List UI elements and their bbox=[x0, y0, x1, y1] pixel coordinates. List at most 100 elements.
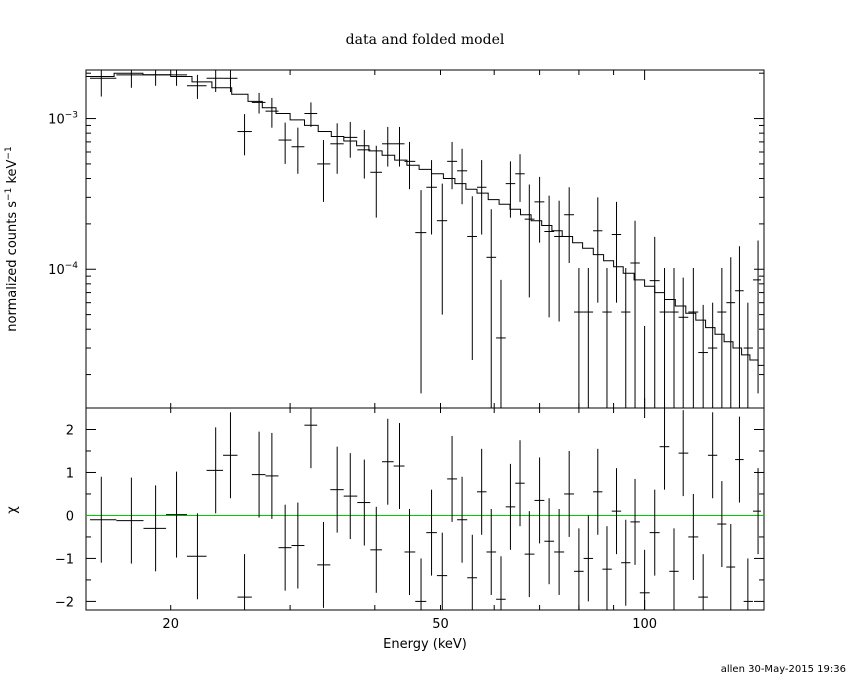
data-point bbox=[343, 121, 358, 158]
data-point bbox=[534, 176, 545, 243]
residual-point bbox=[237, 554, 252, 610]
data-point bbox=[698, 304, 708, 408]
residual-point bbox=[515, 440, 525, 527]
residual-point bbox=[554, 509, 565, 595]
residual-point bbox=[89, 476, 117, 563]
data-point bbox=[393, 126, 405, 167]
data-point bbox=[621, 267, 631, 408]
y-axis-label: normalized counts s−1 keV−1 bbox=[4, 146, 20, 331]
chart-title: data and folded model bbox=[346, 32, 505, 48]
data-point bbox=[457, 148, 468, 205]
top-panel: 10−3 10−4 bbox=[48, 69, 765, 409]
top-panel-frame bbox=[85, 69, 765, 409]
data-point bbox=[436, 183, 448, 315]
data-point bbox=[317, 140, 331, 202]
residual-point bbox=[752, 468, 761, 555]
data-point bbox=[688, 267, 699, 408]
data-point bbox=[330, 123, 344, 174]
data-point bbox=[496, 279, 506, 408]
residual-point bbox=[436, 532, 448, 610]
data-point bbox=[669, 267, 679, 408]
y-tick-label: 10−3 bbox=[48, 111, 78, 128]
residual-point bbox=[457, 476, 468, 563]
x-tick-label: 100 bbox=[632, 617, 657, 632]
residual-point bbox=[496, 556, 506, 610]
residual-point bbox=[143, 485, 167, 572]
residual-point bbox=[583, 515, 594, 602]
data-point bbox=[278, 122, 292, 164]
data-point bbox=[611, 201, 622, 303]
data-point bbox=[659, 267, 670, 408]
residual-point bbox=[574, 528, 584, 610]
residual-point bbox=[476, 448, 487, 535]
x-tick-label: 50 bbox=[432, 617, 449, 632]
residual-point bbox=[544, 498, 555, 585]
residual-point bbox=[404, 509, 416, 595]
residual-point bbox=[186, 513, 207, 600]
residual-point bbox=[426, 489, 437, 576]
data-point bbox=[735, 246, 744, 408]
residual-point bbox=[649, 489, 660, 576]
chi-axis-label: χ bbox=[5, 506, 20, 514]
data-point bbox=[574, 267, 584, 408]
data-point bbox=[649, 236, 660, 408]
residual-point bbox=[602, 526, 612, 610]
data-point bbox=[505, 161, 516, 218]
data-point bbox=[467, 196, 477, 360]
data-points bbox=[89, 70, 761, 409]
data-point bbox=[752, 240, 761, 394]
data-point bbox=[166, 70, 187, 86]
data-point bbox=[237, 114, 252, 156]
y-tick-label: −1 bbox=[55, 552, 74, 567]
residual-point bbox=[630, 478, 640, 565]
data-point bbox=[630, 220, 640, 408]
y-tick-label: 1 bbox=[66, 466, 74, 481]
data-point bbox=[143, 70, 167, 86]
residual-point bbox=[393, 423, 405, 509]
data-point bbox=[678, 277, 689, 408]
residual-point bbox=[688, 493, 699, 580]
footer-timestamp: allen 30-May-2015 19:36 bbox=[721, 664, 846, 675]
residual-point bbox=[534, 457, 545, 544]
folded-model-line bbox=[86, 72, 764, 366]
data-point bbox=[476, 160, 487, 235]
bottom-panel-frame bbox=[85, 407, 765, 611]
data-point bbox=[186, 74, 207, 99]
data-point bbox=[593, 197, 603, 303]
data-point bbox=[116, 70, 144, 88]
data-point bbox=[447, 141, 458, 190]
residual-point bbox=[611, 468, 622, 555]
y-tick-label: 0 bbox=[66, 509, 74, 524]
data-point bbox=[265, 97, 279, 128]
residual-point bbox=[278, 504, 292, 591]
data-point bbox=[291, 127, 305, 174]
residual-point bbox=[330, 446, 344, 533]
data-point bbox=[89, 70, 117, 97]
data-point bbox=[544, 195, 555, 318]
data-point bbox=[583, 267, 594, 408]
residual-point bbox=[593, 448, 603, 535]
data-point bbox=[639, 326, 650, 409]
residual-point bbox=[370, 506, 383, 593]
data-point bbox=[382, 126, 394, 167]
data-point bbox=[426, 160, 437, 235]
residual-point bbox=[743, 558, 753, 610]
data-point bbox=[717, 267, 727, 408]
x-tick-label: 20 bbox=[162, 617, 179, 632]
residual-point bbox=[291, 502, 305, 589]
data-point bbox=[370, 145, 383, 218]
data-point bbox=[415, 190, 427, 394]
residual-point bbox=[698, 554, 708, 610]
data-point bbox=[515, 154, 525, 202]
residual-point bbox=[717, 481, 727, 568]
top-panel-ticks: 10−3 10−4 bbox=[48, 70, 764, 408]
residual-point bbox=[659, 408, 670, 490]
y-tick-label: 2 bbox=[66, 423, 74, 438]
residual-point bbox=[639, 549, 650, 610]
data-point bbox=[486, 209, 497, 408]
residual-points bbox=[89, 408, 761, 610]
data-point bbox=[707, 302, 718, 408]
residual-point bbox=[707, 412, 718, 499]
residual-point bbox=[678, 410, 689, 497]
